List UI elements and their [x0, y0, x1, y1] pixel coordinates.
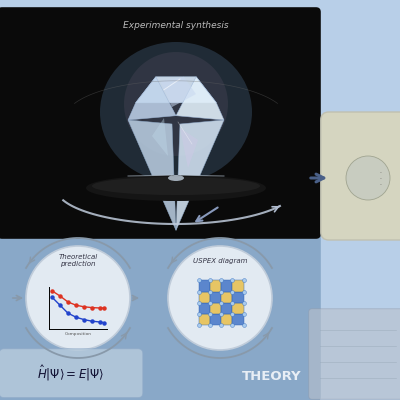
Bar [199, 292, 210, 303]
Text: Theoretical
prediction: Theoretical prediction [58, 254, 98, 267]
Bar [210, 280, 221, 292]
Ellipse shape [86, 175, 266, 201]
Polygon shape [128, 120, 176, 230]
Polygon shape [176, 77, 224, 120]
Polygon shape [180, 128, 198, 168]
FancyBboxPatch shape [0, 222, 321, 400]
Text: USPEX diagram: USPEX diagram [193, 258, 247, 264]
Bar [210, 303, 221, 314]
Ellipse shape [92, 177, 260, 195]
Bar [232, 292, 244, 303]
Bar [199, 280, 210, 292]
FancyBboxPatch shape [321, 112, 400, 240]
FancyBboxPatch shape [309, 309, 400, 399]
Polygon shape [136, 77, 216, 103]
Circle shape [346, 156, 390, 200]
FancyBboxPatch shape [0, 349, 143, 398]
Circle shape [168, 246, 272, 350]
Text: Experimental synthesis: Experimental synthesis [123, 22, 229, 30]
Ellipse shape [100, 42, 252, 182]
Polygon shape [128, 77, 176, 120]
Bar [232, 303, 244, 314]
Bar [221, 292, 232, 303]
Ellipse shape [124, 52, 228, 156]
Ellipse shape [168, 175, 184, 181]
Polygon shape [176, 120, 224, 230]
Bar [221, 314, 232, 325]
Bar [232, 314, 244, 325]
Text: Composition: Composition [64, 332, 92, 336]
Bar [221, 280, 232, 292]
FancyBboxPatch shape [0, 7, 321, 239]
Polygon shape [160, 77, 196, 107]
Text: $\hat{H}|\Psi\rangle = E|\Psi\rangle$: $\hat{H}|\Psi\rangle = E|\Psi\rangle$ [37, 363, 104, 383]
Bar [210, 292, 221, 303]
Circle shape [26, 246, 130, 350]
Bar [210, 314, 221, 325]
Bar [221, 303, 232, 314]
Bar [199, 314, 210, 325]
Polygon shape [152, 118, 168, 156]
Bar [232, 280, 244, 292]
Text: THEORY: THEORY [242, 370, 302, 382]
Bar [199, 303, 210, 314]
